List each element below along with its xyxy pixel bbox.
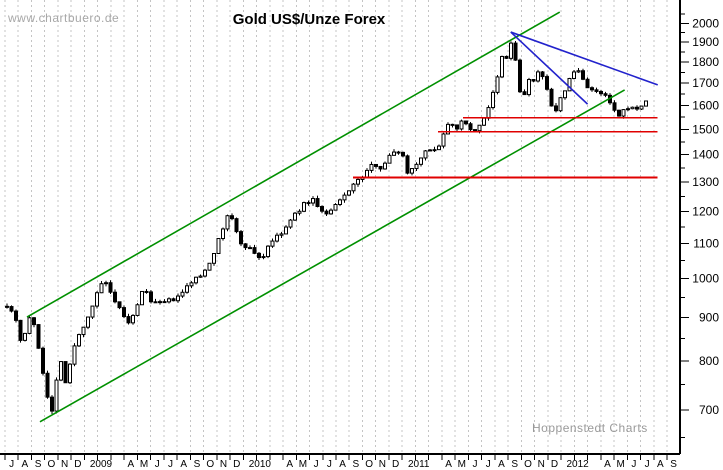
svg-text:2012: 2012 (567, 459, 590, 470)
svg-text:A: A (286, 459, 293, 470)
svg-text:J: J (155, 459, 160, 470)
svg-text:N: N (220, 459, 227, 470)
credit-hoppenstedt: Hoppenstedt Charts (532, 421, 648, 435)
svg-text:J: J (9, 459, 14, 470)
svg-text:S: S (35, 459, 42, 470)
svg-text:1600: 1600 (692, 99, 719, 113)
svg-text:M: M (140, 459, 148, 470)
svg-text:S: S (511, 459, 518, 470)
chart-title: Gold US$/Unze Forex (232, 11, 386, 28)
svg-text:O: O (206, 459, 214, 470)
svg-text:M: M (299, 459, 307, 470)
svg-text:J: J (631, 459, 636, 470)
svg-text:J: J (327, 459, 332, 470)
svg-text:A: A (127, 459, 134, 470)
steep-downtrend-line (510, 31, 589, 105)
svg-text:A: A (445, 459, 452, 470)
svg-text:J: J (473, 459, 478, 470)
svg-text:1200: 1200 (692, 204, 719, 218)
svg-text:N: N (379, 459, 386, 470)
svg-text:D: D (392, 459, 399, 470)
svg-text:2000: 2000 (692, 16, 719, 30)
svg-text:J: J (168, 459, 173, 470)
watermark-chartbuero: www.chartbuero.de (8, 11, 120, 25)
svg-text:1900: 1900 (692, 35, 719, 49)
svg-text:2011: 2011 (408, 459, 430, 470)
svg-text:J: J (486, 459, 491, 470)
svg-text:J: J (314, 459, 319, 470)
svg-text:1100: 1100 (693, 237, 719, 251)
y-axis-labels: 700 800 900 1000 1100 1200 1300 1400 1500 1600 170… (692, 16, 719, 417)
svg-text:N: N (538, 459, 545, 470)
candlestick-series (5, 41, 648, 414)
svg-text:1500: 1500 (692, 122, 719, 136)
svg-text:A: A (22, 459, 29, 470)
svg-text:O: O (365, 459, 373, 470)
svg-text:2009: 2009 (90, 459, 113, 470)
svg-text:2010: 2010 (249, 459, 272, 470)
grid-lines (4, 0, 668, 454)
lower-channel-line (39, 89, 626, 423)
svg-text:J: J (645, 459, 650, 470)
svg-text:A: A (339, 459, 346, 470)
trend-lines (26, 11, 659, 423)
svg-text:1000: 1000 (692, 272, 719, 286)
svg-text:A: A (498, 459, 505, 470)
svg-text:O: O (524, 459, 532, 470)
axes (0, 0, 689, 460)
svg-text:D: D (551, 459, 558, 470)
svg-text:1800: 1800 (692, 55, 719, 69)
svg-text:1300: 1300 (692, 175, 719, 189)
svg-text:S: S (670, 459, 677, 470)
svg-text:A: A (604, 459, 611, 470)
svg-text:A: A (657, 459, 664, 470)
svg-text:800: 800 (699, 354, 719, 368)
svg-text:D: D (74, 459, 81, 470)
x-axis-labels: J A S O N D 2009 A M J J A S O N D 2010 A M J J A S O N D 2011 A M J J… (9, 459, 677, 470)
svg-text:D: D (233, 459, 240, 470)
svg-text:M: M (616, 459, 624, 470)
svg-text:O: O (47, 459, 55, 470)
support-lines (353, 116, 658, 179)
svg-text:M: M (458, 459, 466, 470)
svg-text:S: S (194, 459, 201, 470)
svg-text:700: 700 (699, 403, 719, 417)
svg-text:1400: 1400 (692, 148, 719, 162)
svg-text:900: 900 (699, 310, 719, 324)
svg-text:A: A (180, 459, 187, 470)
shallow-downtrend-line (510, 31, 659, 86)
upper-channel-line (26, 11, 561, 318)
svg-text:1700: 1700 (692, 76, 719, 90)
svg-text:N: N (61, 459, 68, 470)
svg-text:S: S (353, 459, 360, 470)
